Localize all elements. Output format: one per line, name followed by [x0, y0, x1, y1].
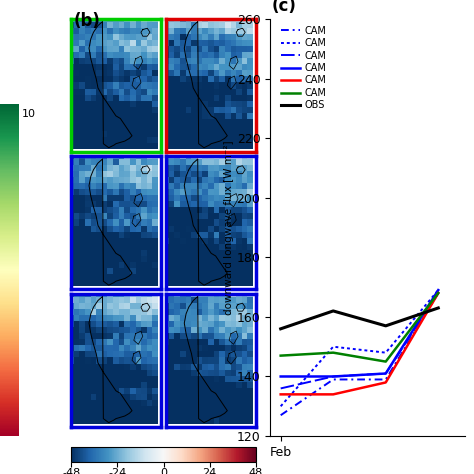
- Y-axis label: downward longwave flux [W m⁻²]: downward longwave flux [W m⁻²]: [224, 140, 234, 315]
- Text: 10: 10: [21, 109, 36, 119]
- Legend: CAM, CAM, CAM, CAM, CAM, CAM, OBS: CAM, CAM, CAM, CAM, CAM, CAM, OBS: [279, 24, 328, 112]
- Text: (c): (c): [272, 0, 297, 15]
- Text: (b): (b): [73, 12, 100, 30]
